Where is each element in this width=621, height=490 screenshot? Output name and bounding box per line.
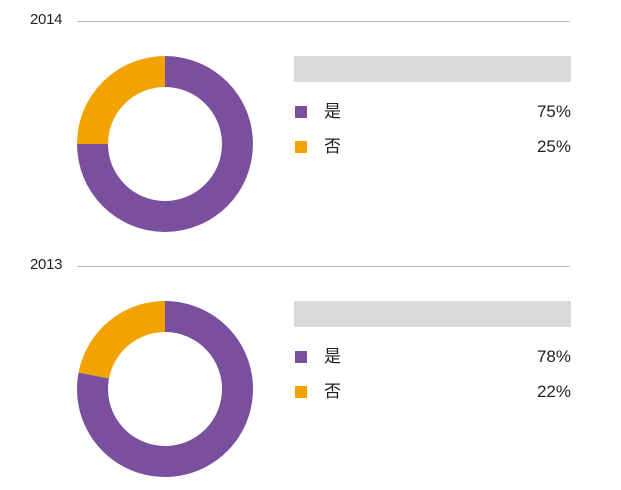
chart-panel-2014: 2014 是 75% 否 25% [30,11,571,232]
legend-item-no: 否 22% [294,381,571,403]
legend-swatch-yes [295,106,307,118]
divider-line [77,21,570,22]
slice-yes [76,301,253,477]
data-label: 25% [536,137,571,156]
legend-label: 是 [324,102,341,122]
legend-header-bar [294,301,571,327]
data-label: 78% [536,347,571,366]
donut-chart [76,301,253,477]
legend-swatch-yes [295,351,307,363]
legend-item-no: 否 25% [294,136,571,158]
legend-swatch-no [295,386,307,398]
donut-chart [77,56,253,232]
chart-panel-2013: 2013 是 78% 否 22% [0,245,621,490]
legend-item-yes: 是 78% [294,346,571,368]
legend-label: 否 [324,382,341,402]
legend-label: 是 [324,347,341,367]
legend-header-bar [294,56,571,82]
slice-no [78,301,165,379]
data-label: 75% [536,102,571,121]
chart-title: 2014 [30,11,63,28]
legend-item-yes: 是 75% [294,101,571,123]
divider-line [77,266,570,267]
legend-swatch-no [295,141,307,153]
chart-title: 2013 [30,256,63,273]
slice-yes [77,56,253,232]
slice-no [77,56,165,144]
data-label: 22% [536,382,571,401]
legend-label: 否 [324,137,341,157]
